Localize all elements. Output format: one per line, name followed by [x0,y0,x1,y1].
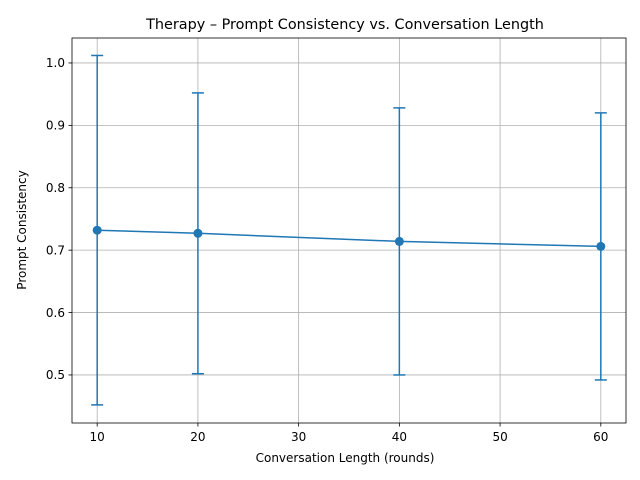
y-axis-label: Prompt Consistency [15,170,29,289]
x-tick-label: 50 [492,430,507,444]
x-tick-label: 20 [190,430,205,444]
x-axis-ticks: 10 20 30 40 50 60 [90,423,608,444]
series-line [97,229,601,248]
data-point [92,225,102,235]
y-tick-label: 0.7 [46,243,65,257]
x-tick-label: 30 [291,430,306,444]
x-tick-label: 40 [392,430,407,444]
axes-frame [71,37,627,424]
data-point [596,241,606,251]
data-point [193,228,203,238]
grid [72,38,626,423]
y-tick-label: 0.5 [46,368,65,382]
y-tick-label: 0.8 [46,181,65,195]
x-tick-label: 10 [90,430,105,444]
y-tick-label: 1.0 [46,56,65,70]
x-tick-label: 60 [593,430,608,444]
chart-title: Therapy – Prompt Consistency vs. Convers… [145,17,544,33]
data-series [91,54,607,406]
data-point [394,236,404,246]
y-axis-ticks: 0.5 0.6 0.7 0.8 0.9 1.0 [46,56,72,382]
y-tick-label: 0.9 [46,119,65,133]
y-tick-label: 0.6 [46,306,65,320]
x-axis-label: Conversation Length (rounds) [256,451,435,465]
